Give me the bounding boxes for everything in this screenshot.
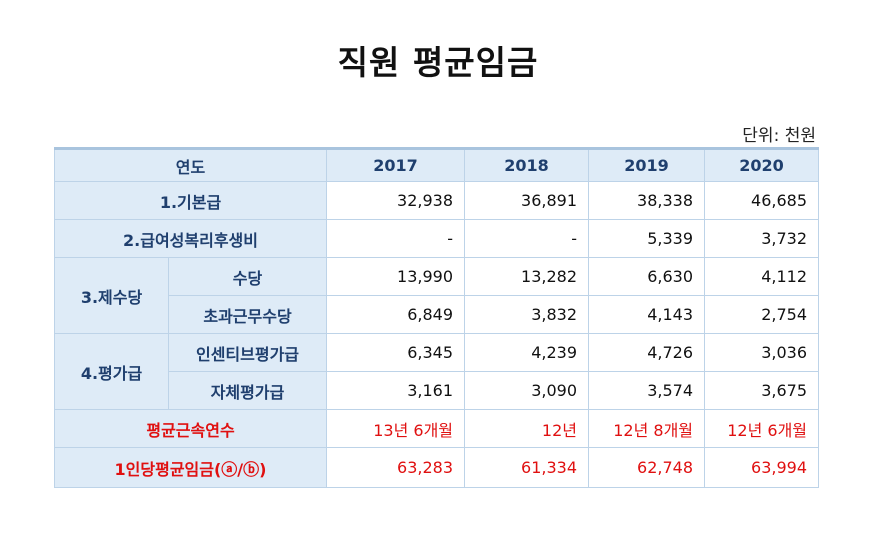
table-cell: 13,990 [326, 257, 466, 296]
unit-label: 단위: 천원 [742, 126, 816, 146]
page-title: 직원 평균임금 [337, 43, 539, 82]
row-label: 2.급여성복리후생비 [53, 219, 328, 258]
group-label: 4.평가급 [54, 333, 169, 410]
row-label: 인센티브평가급 [167, 333, 328, 372]
table-cell: 12년 8개월 [588, 409, 706, 448]
table-cell: 63,994 [704, 447, 820, 488]
table-cell: - [326, 219, 466, 258]
table-cell: 3,675 [704, 371, 820, 410]
table-cell: 36,891 [464, 181, 590, 220]
table-row: 4.평가급 인센티브평가급 6,345 4,239 4,726 3,036 [54, 333, 820, 410]
table-cell: 12년 6개월 [704, 409, 820, 448]
table-cell: 6,345 [326, 333, 466, 372]
table-cell: 38,338 [588, 181, 706, 220]
table-cell: 3,732 [704, 219, 820, 258]
table-row: 초과근무수당 6,849 3,832 4,143 2,754 [55, 295, 820, 334]
table-cell: 3,832 [464, 295, 590, 334]
table-cell: 5,339 [588, 219, 706, 258]
year-header: 2020 [704, 148, 820, 182]
table-cell: 46,685 [704, 181, 820, 220]
table-row: 1.기본급 32,938 36,891 38,338 46,685 [53, 181, 820, 220]
table-row: 자체평가급 3,161 3,090 3,574 3,675 [55, 371, 820, 410]
table-cell: 62,748 [588, 447, 706, 488]
table-row: 2.급여성복리후생비 - - 5,339 3,732 [53, 219, 820, 258]
table-cell: 2,754 [704, 295, 820, 334]
table-row: 평균근속연수 13년 6개월 12년 12년 8개월 12년 6개월 [53, 409, 820, 448]
table-cell: 4,112 [704, 257, 820, 296]
table-cell: - [464, 219, 590, 258]
table-cell: 3,036 [704, 333, 820, 372]
year-header: 2018 [464, 148, 590, 182]
table-cell: 63,283 [326, 447, 466, 488]
row-label: 수당 [167, 257, 328, 296]
table-cell: 6,630 [588, 257, 706, 296]
row-label: 1.기본급 [53, 181, 328, 220]
table-cell: 4,143 [588, 295, 706, 334]
row-label: 평균근속연수 [53, 409, 328, 448]
year-header-label: 연도 [53, 148, 328, 182]
row-label: 초과근무수당 [167, 295, 328, 334]
table-cell: 3,090 [464, 371, 590, 410]
table-row: 1인당평균임금(ⓐ/ⓑ) 63,283 61,334 62,748 63,994 [53, 447, 820, 488]
row-label: 1인당평균임금(ⓐ/ⓑ) [53, 447, 328, 488]
year-header: 2017 [326, 148, 466, 182]
table-cell: 32,938 [326, 181, 466, 220]
table-cell: 6,849 [326, 295, 466, 334]
table-cell: 3,574 [588, 371, 706, 410]
table-row: 3.제수당 수당 13,990 13,282 6,630 4,112 [54, 257, 820, 334]
table-cell: 61,334 [464, 447, 590, 488]
table-cell: 12년 [464, 409, 590, 448]
header-row: 연도 2017 2018 2019 2020 [53, 148, 820, 182]
table-cell: 13,282 [464, 257, 590, 296]
row-label: 자체평가급 [167, 371, 328, 410]
year-header: 2019 [588, 148, 706, 182]
table-cell: 4,239 [464, 333, 590, 372]
group-label: 3.제수당 [54, 257, 169, 334]
table-cell: 13년 6개월 [326, 409, 466, 448]
table-cell: 3,161 [326, 371, 466, 410]
table-cell: 4,726 [588, 333, 706, 372]
wage-table: 연도 2017 2018 2019 2020 1.기본급 32,938 36,8… [53, 147, 820, 488]
